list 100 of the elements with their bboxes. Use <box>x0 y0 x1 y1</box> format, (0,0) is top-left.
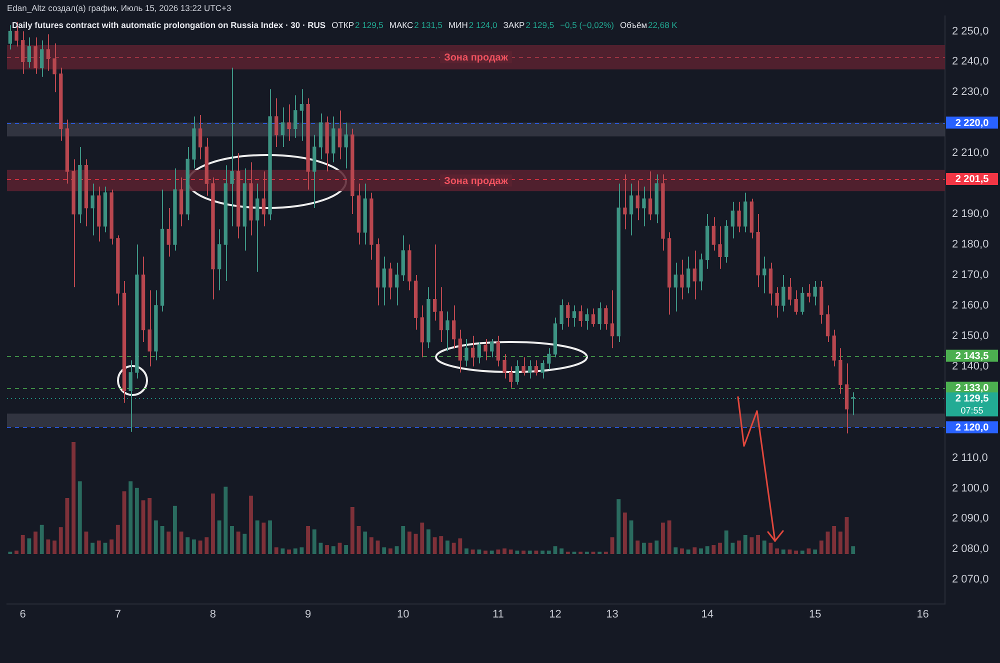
candlestick <box>534 360 538 376</box>
bar <box>331 546 336 554</box>
candlestick <box>21 30 25 74</box>
y-tick-label: 2 140,0 <box>952 360 989 372</box>
bar <box>96 540 101 554</box>
candlestick <box>642 186 646 227</box>
bar <box>718 542 722 554</box>
bar <box>743 534 748 554</box>
candlestick <box>813 280 817 306</box>
bar <box>648 542 652 554</box>
bar <box>192 539 196 554</box>
bar <box>420 522 424 554</box>
ref-line-label: 2 129,5 07:55 <box>955 394 990 416</box>
candlestick <box>458 329 462 373</box>
annotation: −0,5 (−0,02%) <box>560 20 614 30</box>
bar <box>654 540 659 554</box>
candlestick <box>484 338 488 361</box>
bar <box>470 550 475 554</box>
y-tick-label: 2 210,0 <box>952 147 989 160</box>
bar <box>148 498 152 554</box>
candlestick <box>388 262 392 300</box>
candlestick <box>775 286 779 318</box>
candlestick <box>528 360 532 380</box>
candlestick <box>432 244 437 322</box>
bar <box>312 529 316 554</box>
bar <box>186 537 190 554</box>
bar <box>274 547 278 554</box>
y-tick-label: 2 190,0 <box>952 208 989 220</box>
candlestick <box>287 104 291 142</box>
candlestick <box>439 286 443 342</box>
bar <box>851 546 856 554</box>
bar <box>407 532 412 554</box>
bar <box>52 540 56 554</box>
bar <box>179 532 184 554</box>
bar <box>249 496 253 554</box>
bar <box>522 550 526 554</box>
bar <box>204 537 209 554</box>
candlestick <box>52 42 56 93</box>
candlestick <box>280 106 285 148</box>
bar <box>40 524 44 554</box>
candlestick <box>230 67 234 227</box>
ref-line-label: 2 220,0 <box>955 118 990 129</box>
bar <box>737 540 741 554</box>
y-tick-label: 2 080,0 <box>952 543 989 556</box>
bar <box>230 526 234 554</box>
bar <box>712 545 716 554</box>
bar <box>394 546 399 554</box>
ref-line-label: 2 143,5 <box>955 350 990 362</box>
bar <box>426 529 430 554</box>
annotation: Объём22,68 K <box>620 20 678 30</box>
candlestick <box>300 88 304 142</box>
bar <box>116 524 120 554</box>
x-tick-label: 6 <box>20 608 26 621</box>
bar <box>446 540 450 554</box>
bar <box>280 548 285 554</box>
y-tick-label: 2 110,0 <box>952 452 988 464</box>
bar <box>211 494 215 554</box>
candlestick <box>90 183 94 236</box>
bar <box>268 520 272 554</box>
x-tick-label: 7 <box>114 608 121 621</box>
candlestick <box>471 335 475 367</box>
bar <box>458 538 462 554</box>
annotation: МИН2 124,0 <box>448 20 498 30</box>
bar <box>515 550 520 554</box>
bar <box>546 550 551 554</box>
bar <box>198 540 202 554</box>
bar <box>414 534 418 554</box>
bar <box>781 550 786 554</box>
bar <box>553 546 558 554</box>
candlestick <box>712 216 716 252</box>
x-tick-label: 11 <box>492 608 504 621</box>
bar <box>762 540 766 554</box>
candlestick <box>692 250 696 300</box>
bar <box>674 547 678 554</box>
bar <box>65 498 70 554</box>
y-tick-label: 2 240,0 <box>952 56 989 68</box>
bar <box>477 550 482 554</box>
bar <box>293 548 298 554</box>
candlestick <box>578 304 582 328</box>
y-tick-label: 2 160,0 <box>952 299 989 312</box>
bar <box>490 550 494 554</box>
candlestick <box>636 180 640 221</box>
bar <box>534 550 538 554</box>
bar <box>369 537 374 554</box>
candlestick <box>40 40 44 78</box>
bar <box>388 548 392 554</box>
annotation: ЗАКР2 129,5 <box>503 20 554 30</box>
candlestick <box>344 122 348 169</box>
candlestick <box>730 201 735 239</box>
y-tick-label: 2 100,0 <box>952 482 989 494</box>
candlestick <box>294 94 298 138</box>
candlestick <box>8 24 12 50</box>
candlestick <box>794 290 798 316</box>
bar <box>382 547 386 554</box>
candlestick <box>560 298 564 330</box>
chart-subtitle: Edan_Altz создал(а) график, Июль 15, 2026 13:22 UTC+3 <box>7 3 232 14</box>
bar <box>636 540 640 554</box>
bar <box>255 520 260 554</box>
bar <box>376 540 380 554</box>
bar <box>306 526 310 554</box>
